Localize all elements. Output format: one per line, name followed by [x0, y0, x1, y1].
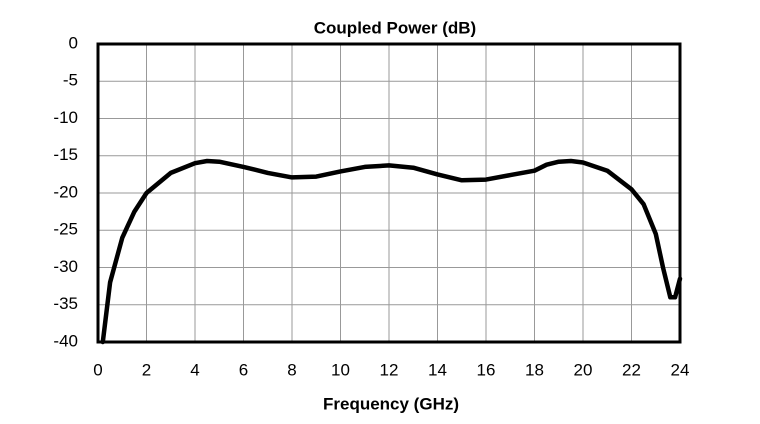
plot-border: [96, 42, 682, 344]
x-tick-label: 20: [574, 360, 593, 379]
x-tick-label: 8: [287, 360, 296, 379]
y-tick-label: -25: [53, 220, 78, 239]
y-tick-label: -40: [53, 331, 78, 350]
x-tick-label: 6: [239, 360, 248, 379]
x-tick-label: 4: [190, 360, 199, 379]
y-tick-label: -5: [63, 71, 78, 90]
x-tick-label: 18: [525, 360, 544, 379]
y-tick-label: -15: [53, 145, 78, 164]
x-tick-label: 16: [477, 360, 496, 379]
y-tick-label: -30: [53, 257, 78, 276]
chart-title: Coupled Power (dB): [314, 18, 476, 37]
x-tick-label: 0: [93, 360, 102, 379]
x-axis-title: Frequency (GHz): [323, 394, 459, 413]
y-tick-label: 0: [69, 33, 78, 52]
y-tick-label: -10: [53, 108, 78, 127]
x-tick-label: 12: [380, 360, 399, 379]
x-tick-label: 22: [622, 360, 641, 379]
y-tick-label: -20: [53, 182, 78, 201]
x-tick-label: 10: [331, 360, 350, 379]
y-tick-label: -35: [53, 294, 78, 313]
x-tick-label: 24: [671, 360, 690, 379]
x-tick-label: 2: [142, 360, 151, 379]
x-tick-label: 14: [428, 360, 447, 379]
data-line: [100, 158, 683, 345]
